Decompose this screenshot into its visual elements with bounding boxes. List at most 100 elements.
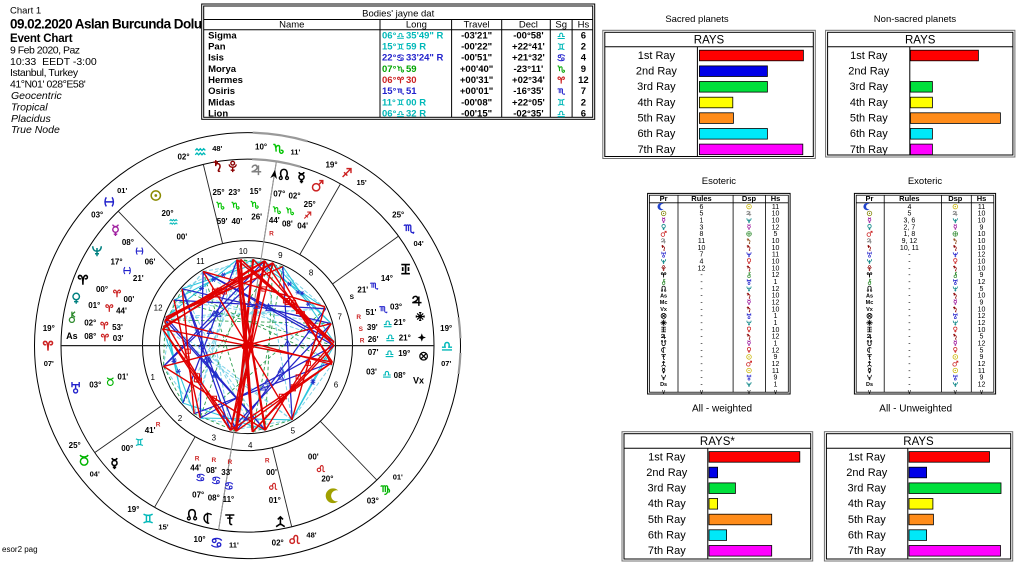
- svg-text:All - Unweighted: All - Unweighted: [879, 404, 952, 415]
- svg-text:Pr: Pr: [660, 194, 668, 203]
- svg-text:R: R: [269, 231, 274, 238]
- svg-text:Pr: Pr: [866, 194, 874, 203]
- svg-text:R: R: [211, 457, 216, 464]
- svg-text:v: v: [980, 388, 984, 395]
- svg-text:6th Ray: 6th Ray: [848, 530, 886, 542]
- svg-text:59 R: 59 R: [406, 42, 426, 53]
- svg-text:-: -: [700, 361, 703, 368]
- svg-text:5th Ray: 5th Ray: [850, 113, 888, 125]
- svg-text:41°N01' 028°E58': 41°N01' 028°E58': [10, 79, 86, 91]
- svg-text:-: -: [700, 279, 703, 286]
- svg-text:Sigma: Sigma: [208, 30, 237, 41]
- svg-text:6th Ray: 6th Ray: [637, 128, 675, 140]
- svg-text:12: 12: [154, 303, 163, 312]
- svg-text:Vx: Vx: [866, 307, 874, 313]
- svg-text:As: As: [866, 293, 873, 299]
- svg-text:26': 26': [251, 213, 262, 222]
- svg-text:9: 9: [980, 272, 984, 279]
- svg-text:1: 1: [700, 218, 704, 225]
- svg-text:08': 08': [206, 466, 217, 475]
- svg-text:08': 08': [282, 220, 293, 229]
- svg-text:1: 1: [774, 382, 778, 389]
- svg-text:07': 07': [441, 359, 451, 368]
- svg-text:-23°11': -23°11': [513, 64, 543, 75]
- svg-text:11: 11: [772, 204, 779, 211]
- svg-text:5: 5: [980, 286, 984, 293]
- svg-text:1: 1: [774, 341, 778, 348]
- svg-text:Dsp: Dsp: [742, 194, 757, 203]
- svg-text:00°: 00°: [96, 285, 108, 294]
- svg-text:-: -: [908, 368, 911, 375]
- svg-text:19°: 19°: [325, 160, 337, 169]
- svg-text:Hs: Hs: [771, 194, 781, 203]
- svg-text:10: 10: [772, 218, 780, 225]
- svg-text:12: 12: [772, 361, 780, 368]
- svg-text:Esoteric: Esoteric: [702, 176, 737, 187]
- svg-text:9: 9: [774, 375, 778, 382]
- svg-text:Mc: Mc: [866, 300, 874, 306]
- svg-text:Vx: Vx: [413, 376, 424, 386]
- svg-text:-: -: [700, 368, 703, 375]
- svg-text:25°: 25°: [304, 200, 316, 209]
- svg-text:2, 7: 2, 7: [904, 224, 916, 231]
- svg-text:07°: 07°: [273, 190, 285, 199]
- svg-text:22°: 22°: [382, 53, 397, 64]
- svg-text:7th Ray: 7th Ray: [637, 144, 675, 156]
- svg-text:+22°05': +22°05': [512, 97, 545, 108]
- svg-text:1: 1: [774, 320, 778, 327]
- svg-text:6: 6: [700, 204, 704, 211]
- svg-text:-: -: [908, 334, 911, 341]
- svg-text:7: 7: [337, 313, 342, 322]
- svg-text:10: 10: [978, 231, 986, 238]
- svg-text:21°: 21°: [394, 318, 406, 327]
- svg-text:-: -: [908, 361, 911, 368]
- svg-text:RAYS*: RAYS*: [700, 436, 735, 448]
- svg-text:3: 3: [212, 434, 217, 443]
- svg-text:10: 10: [978, 211, 986, 218]
- svg-text:True Node: True Node: [11, 124, 60, 136]
- svg-text:4th Ray: 4th Ray: [637, 97, 675, 109]
- svg-text:v: v: [954, 388, 958, 395]
- svg-text:33'24" R: 33'24" R: [406, 53, 444, 64]
- svg-text:As: As: [66, 331, 78, 341]
- svg-text:59': 59': [217, 217, 228, 226]
- svg-text:40': 40': [231, 217, 242, 226]
- svg-text:-: -: [908, 382, 911, 389]
- svg-text:12: 12: [772, 224, 780, 231]
- svg-text:15°: 15°: [250, 187, 262, 196]
- svg-text:9: 9: [278, 251, 283, 260]
- svg-text:59: 59: [406, 64, 417, 75]
- svg-text:-: -: [700, 375, 703, 382]
- svg-text:35'49" R: 35'49" R: [406, 30, 444, 41]
- svg-text:4: 4: [907, 204, 911, 211]
- svg-text:02°: 02°: [272, 539, 284, 548]
- svg-text:5: 5: [980, 334, 984, 341]
- svg-text:10: 10: [772, 293, 780, 300]
- svg-text:RAYS: RAYS: [903, 436, 934, 448]
- svg-text:Decl: Decl: [519, 19, 538, 30]
- svg-text:R: R: [195, 456, 200, 463]
- svg-text:09.02.2020 Aslan Burcunda Dolu: 09.02.2020 Aslan Burcunda Dolunay: [10, 17, 224, 32]
- svg-text:Bodies' jayne dat: Bodies' jayne dat: [362, 8, 434, 19]
- svg-text:12: 12: [698, 265, 706, 272]
- svg-text:12: 12: [978, 361, 986, 368]
- svg-text:-: -: [908, 341, 911, 348]
- svg-text:21°: 21°: [399, 334, 411, 343]
- svg-text:-: -: [908, 300, 911, 307]
- svg-text:12: 12: [978, 341, 986, 348]
- svg-text:00': 00': [123, 295, 134, 304]
- svg-text:RAYS: RAYS: [905, 35, 936, 47]
- svg-text:11: 11: [978, 368, 985, 375]
- svg-text:1: 1: [150, 373, 155, 382]
- svg-text:15°: 15°: [382, 42, 397, 53]
- svg-text:Non-sacred planets: Non-sacred planets: [874, 14, 957, 25]
- svg-text:Hs: Hs: [578, 19, 590, 30]
- svg-text:11': 11': [291, 148, 301, 157]
- svg-text:9, 12: 9, 12: [902, 238, 918, 245]
- svg-text:Vx: Vx: [660, 307, 668, 313]
- svg-text:4th Ray: 4th Ray: [648, 498, 686, 510]
- svg-text:-: -: [908, 327, 911, 334]
- svg-text:Mc: Mc: [660, 300, 668, 306]
- svg-text:11°: 11°: [382, 97, 396, 108]
- svg-text:20°: 20°: [161, 209, 173, 218]
